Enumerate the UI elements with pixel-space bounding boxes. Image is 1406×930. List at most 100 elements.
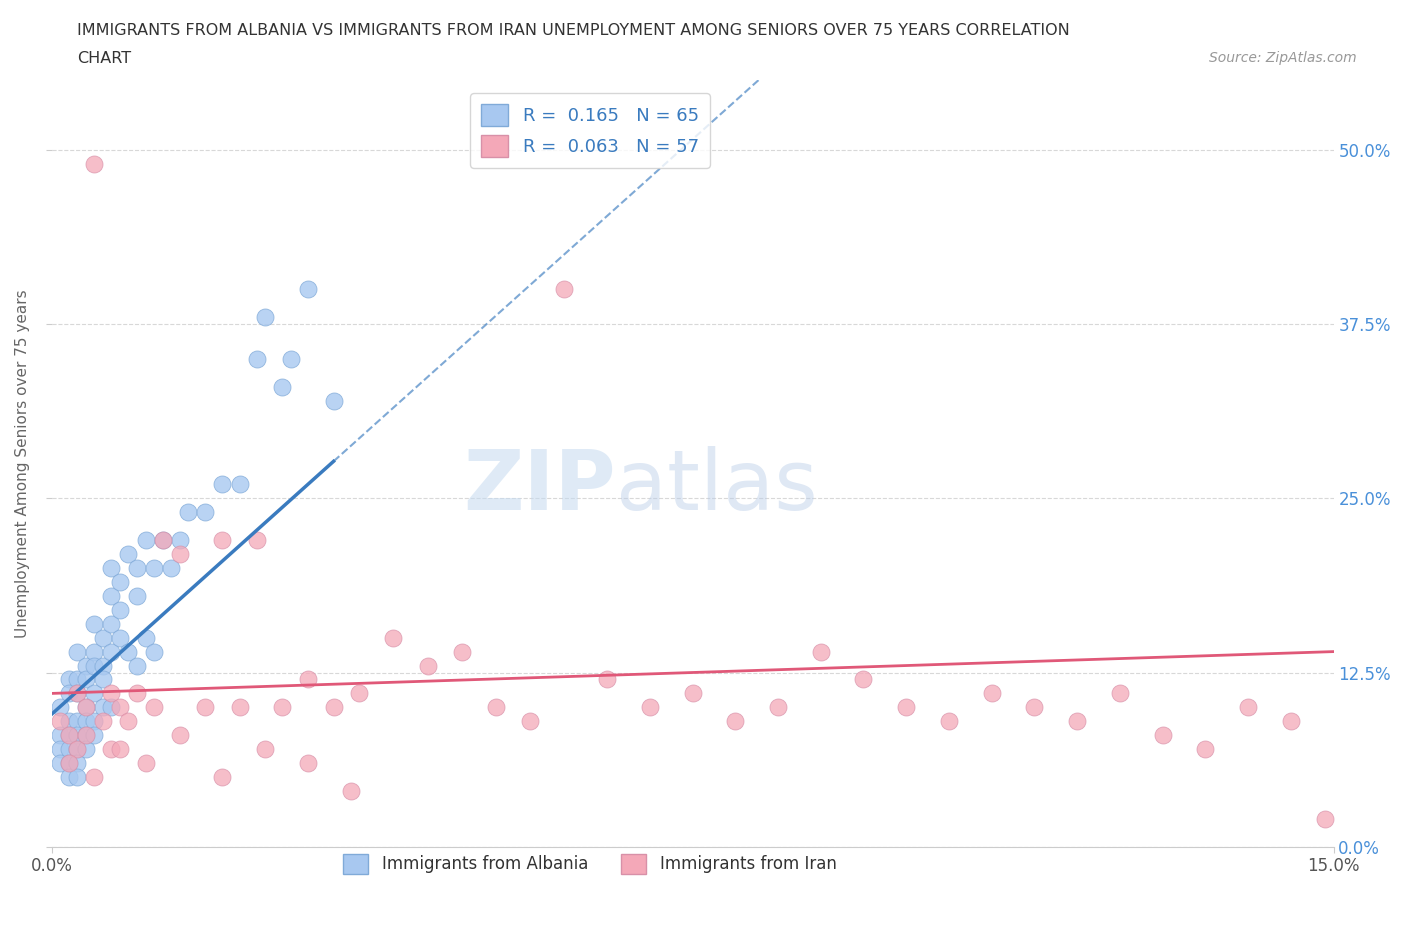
Point: [271, 379, 294, 394]
Point: [100, 561, 122, 576]
Text: ZIP: ZIP: [463, 445, 616, 527]
Point: [108, 631, 131, 645]
Point: [169, 533, 191, 548]
Point: [596, 672, 619, 687]
Point: [416, 658, 439, 673]
Point: [83, 156, 105, 171]
Point: [83, 714, 105, 729]
Point: [211, 533, 233, 548]
Point: [125, 686, 148, 701]
Point: [91, 672, 114, 687]
Point: [125, 561, 148, 576]
Point: [194, 700, 217, 715]
Point: [347, 686, 370, 701]
Point: [322, 393, 344, 408]
Point: [49, 714, 72, 729]
Point: [160, 561, 183, 576]
Point: [322, 700, 344, 715]
Point: [100, 617, 122, 631]
Point: [66, 714, 89, 729]
Point: [83, 617, 105, 631]
Point: [271, 700, 294, 715]
Point: [246, 533, 269, 548]
Point: [1066, 714, 1088, 729]
Point: [75, 728, 97, 743]
Point: [519, 714, 541, 729]
Point: [211, 477, 233, 492]
Point: [100, 686, 122, 701]
Point: [58, 756, 80, 771]
Point: [100, 589, 122, 604]
Point: [91, 631, 114, 645]
Point: [58, 672, 80, 687]
Point: [297, 282, 319, 297]
Point: [135, 533, 157, 548]
Text: IMMIGRANTS FROM ALBANIA VS IMMIGRANTS FROM IRAN UNEMPLOYMENT AMONG SENIORS OVER : IMMIGRANTS FROM ALBANIA VS IMMIGRANTS FR…: [77, 23, 1070, 38]
Point: [91, 658, 114, 673]
Y-axis label: Unemployment Among Seniors over 75 years: Unemployment Among Seniors over 75 years: [15, 289, 30, 638]
Point: [49, 756, 72, 771]
Point: [1024, 700, 1046, 715]
Point: [58, 728, 80, 743]
Point: [211, 770, 233, 785]
Text: CHART: CHART: [77, 51, 131, 66]
Point: [177, 505, 200, 520]
Point: [896, 700, 918, 715]
Point: [228, 700, 250, 715]
Point: [143, 644, 166, 659]
Point: [852, 672, 875, 687]
Point: [108, 575, 131, 590]
Text: atlas: atlas: [616, 445, 817, 527]
Point: [169, 728, 191, 743]
Point: [135, 756, 157, 771]
Point: [553, 282, 575, 297]
Point: [58, 714, 80, 729]
Point: [66, 644, 89, 659]
Point: [254, 742, 277, 757]
Point: [1194, 742, 1216, 757]
Point: [1237, 700, 1260, 715]
Point: [66, 686, 89, 701]
Point: [117, 714, 139, 729]
Point: [1152, 728, 1174, 743]
Point: [49, 700, 72, 715]
Point: [58, 756, 80, 771]
Point: [75, 714, 97, 729]
Point: [108, 700, 131, 715]
Point: [254, 310, 277, 325]
Point: [58, 742, 80, 757]
Point: [108, 742, 131, 757]
Point: [682, 686, 704, 701]
Point: [66, 728, 89, 743]
Point: [66, 770, 89, 785]
Point: [66, 756, 89, 771]
Point: [1279, 714, 1302, 729]
Point: [100, 742, 122, 757]
Legend: Immigrants from Albania, Immigrants from Iran: Immigrants from Albania, Immigrants from…: [336, 847, 844, 881]
Point: [980, 686, 1002, 701]
Point: [75, 700, 97, 715]
Point: [143, 561, 166, 576]
Point: [938, 714, 960, 729]
Point: [91, 700, 114, 715]
Point: [49, 728, 72, 743]
Point: [58, 686, 80, 701]
Point: [75, 672, 97, 687]
Point: [100, 700, 122, 715]
Point: [58, 770, 80, 785]
Point: [117, 547, 139, 562]
Point: [66, 742, 89, 757]
Point: [194, 505, 217, 520]
Point: [66, 686, 89, 701]
Point: [83, 686, 105, 701]
Point: [297, 672, 319, 687]
Point: [66, 672, 89, 687]
Point: [83, 728, 105, 743]
Point: [339, 784, 361, 799]
Point: [75, 728, 97, 743]
Point: [135, 631, 157, 645]
Point: [75, 658, 97, 673]
Point: [125, 589, 148, 604]
Point: [810, 644, 832, 659]
Point: [169, 547, 191, 562]
